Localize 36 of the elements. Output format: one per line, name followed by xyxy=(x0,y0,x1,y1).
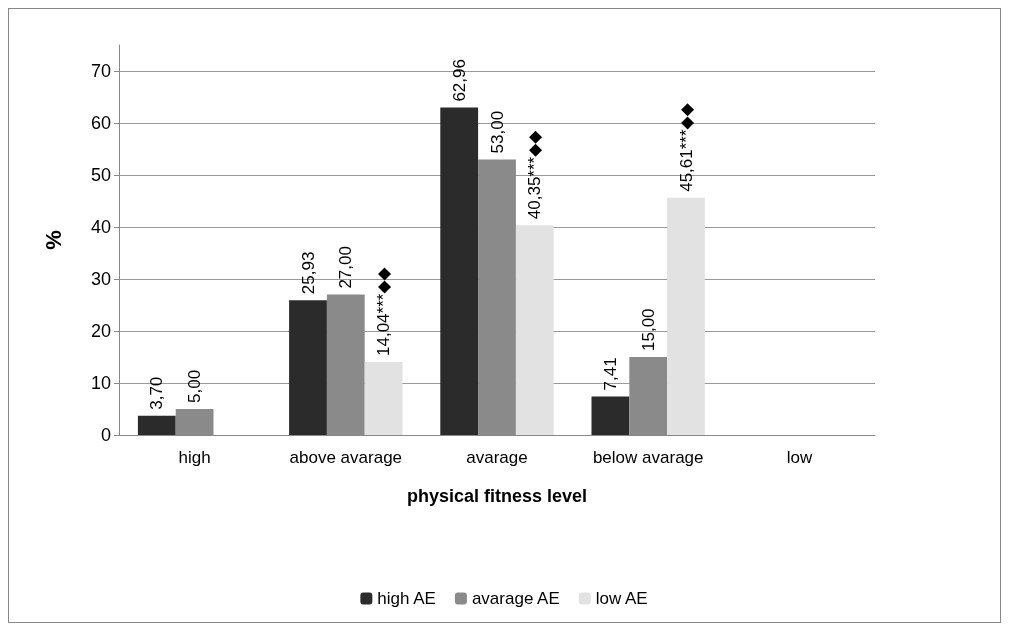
data-label: 15,00 xyxy=(638,308,658,351)
x-tick-label: high xyxy=(178,448,211,467)
data-label: 53,00 xyxy=(487,110,507,154)
bar xyxy=(289,300,327,435)
x-tick-label: above avarage xyxy=(289,448,403,467)
y-tick-label: 20 xyxy=(90,321,111,341)
bar xyxy=(591,396,630,435)
data-label: 3,70 xyxy=(147,376,167,410)
y-tick-label: 50 xyxy=(90,165,111,185)
data-label: 27,00 xyxy=(336,246,356,289)
y-tick-label: 70 xyxy=(90,61,111,81)
y-tick-label: 0 xyxy=(100,425,111,445)
bar xyxy=(515,225,554,435)
bar xyxy=(364,361,403,435)
data-label: 62,96 xyxy=(449,59,469,102)
x-tick-label: below avarage xyxy=(592,448,704,467)
bar xyxy=(440,107,479,435)
legend-label: avarage AE xyxy=(471,589,560,608)
data-label: 7,41 xyxy=(600,357,620,391)
y-axis-title: % xyxy=(40,230,66,250)
y-tick-label: 60 xyxy=(90,113,111,133)
data-label: 14,04***◆◆ xyxy=(374,266,394,356)
data-label: 5,00 xyxy=(185,369,205,403)
y-tick-label: 30 xyxy=(90,269,111,289)
x-axis-title: physical fitness level xyxy=(406,486,588,506)
legend-label: high AE xyxy=(377,589,436,608)
data-label: 40,35***◆◆ xyxy=(525,129,545,220)
bar xyxy=(137,415,176,435)
y-tick-label: 40 xyxy=(90,217,111,237)
data-label: 45,61***◆◆ xyxy=(676,102,696,192)
y-tick-label: 10 xyxy=(90,373,111,393)
x-tick-label: avarage xyxy=(466,448,528,467)
x-tick-label: low xyxy=(786,448,813,467)
bar xyxy=(667,197,705,435)
data-label: 25,93 xyxy=(298,251,318,295)
legend-label: low AE xyxy=(595,589,648,608)
